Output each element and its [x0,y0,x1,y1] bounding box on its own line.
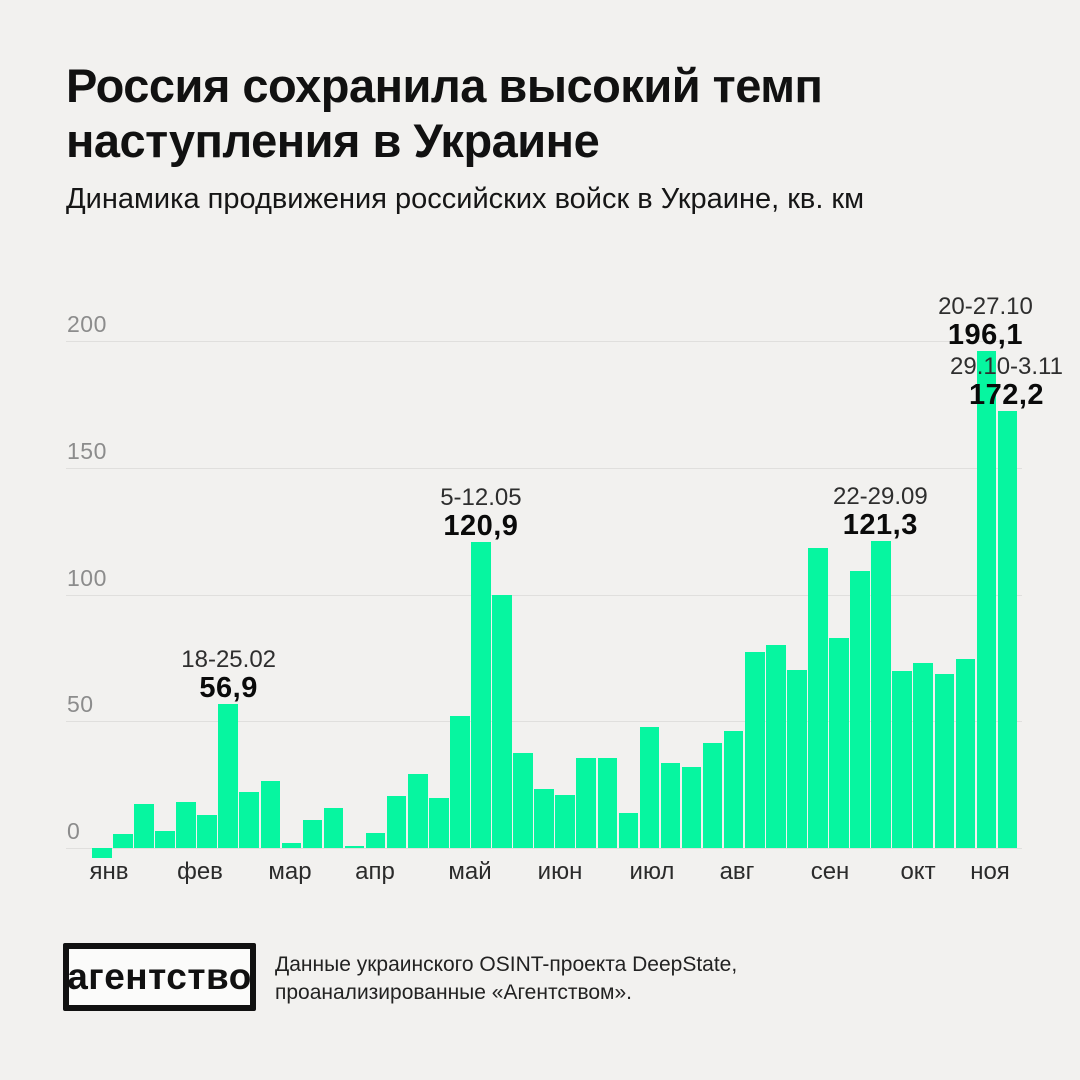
annotation-18-25.02: 18-25.02 56,9 [181,645,277,704]
bar-week-10 [302,820,323,848]
y-axis-label-200: 200 [67,311,107,337]
bars-container [92,325,1018,859]
annotation-value: 56,9 [199,671,258,704]
bar-week-17 [450,715,470,848]
bar-week-40 [934,674,955,848]
bar-week-2 [134,804,154,848]
page-title: Россия сохранила высокий темп наступления… [66,58,1030,168]
bar-chart: 0 50 100 150 200 янв фев мар апр май июн июл авг сен о… [66,293,1063,890]
logo-text: агентство [67,956,252,997]
bar-week-31 [744,651,765,848]
bar-week-11 [323,808,344,848]
title-line-1: Россия сохранила высокий темп [66,59,823,112]
bar-week-39 [913,662,933,848]
bar-week-22 [555,795,575,848]
y-axis-label-100: 100 [67,564,107,591]
annotation-value: 172,2 [968,379,1045,412]
bar-week-25 [618,812,639,848]
gridline-150 [66,467,1022,469]
bar-week-18 [471,541,491,848]
annotation-20-27.10: 20-27.10 196,1 [938,292,1033,351]
bar-week-34 [808,548,828,848]
x-axis-label-июл: июл [629,858,675,885]
x-axis-label-ноя: ноя [970,858,1010,885]
bar-week-33 [787,670,807,848]
bar-week-14 [386,796,407,848]
bar-week-19 [492,594,512,848]
annotation-5-12.05: 5-12.05 120,9 [440,483,522,542]
gridline-100 [66,594,1022,596]
y-axis-label-0: 0 [67,818,81,844]
gridline-0 [66,848,1022,849]
bar-week-37 [871,540,891,848]
y-axis-label-50: 50 [67,691,94,718]
x-axis-label-июн: июн [537,858,583,885]
title-line-2: наступления в Украине [66,114,600,167]
source-line-1: Данные украинского OSINT-проекта DeepSta… [275,953,738,976]
bar-week-42 [976,350,997,848]
bar-week-38 [892,670,912,848]
x-axis-label-окт: окт [900,858,936,885]
agentstvo-logo: агентство [63,943,256,1011]
annotation-value: 121,3 [842,508,918,541]
bar-week-30 [723,730,744,848]
annotation-date: 29.10-3.11 [949,353,1063,381]
bar-week-4 [176,801,196,848]
annotation-22-29.09: 22-29.09 121,3 [832,482,928,541]
bar-week-35 [829,637,849,848]
header: Россия сохранила высокий темп наступления… [66,58,1030,216]
bar-week-6 [218,703,238,848]
bar-week-29 [702,743,723,848]
x-axis-label-авг: авг [719,858,755,885]
bar-week-1 [113,834,133,848]
x-axis-label-фев: фев [177,858,223,885]
bar-week-5 [197,815,217,848]
bar-week-32 [766,644,786,848]
bar-week-0 [92,848,112,859]
x-axis-label-май: май [448,858,492,885]
bar-week-26 [639,727,660,848]
bar-week-21 [534,788,554,848]
bar-week-28 [681,766,702,848]
page-subtitle: Динамика продвижения российских войск в … [66,183,865,215]
bar-week-41 [955,659,976,848]
x-axis-label-сен: сен [810,858,850,885]
bar-week-8 [260,781,281,848]
annotation-date: 20-27.10 [938,292,1033,320]
bar-week-16 [429,797,449,848]
annotation-date: 18-25.02 [181,645,277,673]
bar-week-24 [597,758,618,848]
x-axis-label-янв: янв [89,858,129,885]
x-axis-label-апр: апр [355,858,395,885]
bar-week-9 [281,843,302,848]
annotation-date: 22-29.09 [832,482,928,510]
bar-week-15 [407,773,428,848]
annotation-date: 5-12.05 [440,483,522,511]
y-axis-label-150: 150 [67,437,107,464]
bar-week-43 [997,411,1018,848]
bar-week-12 [344,845,365,848]
bar-week-36 [850,570,870,848]
bar-week-27 [660,763,681,848]
annotation-value: 196,1 [947,318,1023,351]
bar-week-3 [155,831,175,848]
bar-week-23 [576,758,596,848]
bar-week-13 [365,833,386,848]
gridline-200 [66,341,1022,342]
bar-week-20 [513,752,533,848]
x-axis-label-мар: мар [268,858,312,885]
source-note: Данные украинского OSINT-проекта DeepSta… [275,951,737,1007]
bar-week-7 [239,791,259,848]
gridline-50 [66,721,1022,723]
annotation-value: 120,9 [443,509,519,542]
source-line-2: проанализированные «Агентством». [275,981,632,1004]
annotation-29.10-3.11: 29.10-3.11 172,2 [950,354,1063,411]
